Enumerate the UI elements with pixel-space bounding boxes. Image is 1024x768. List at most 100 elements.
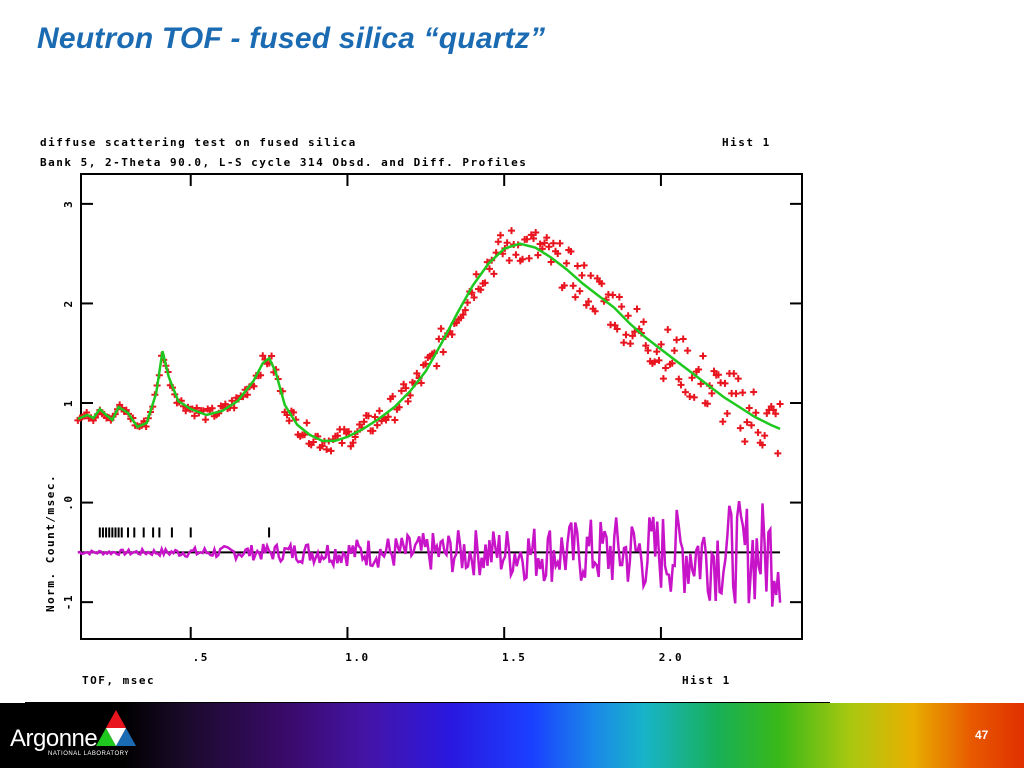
x-tick-label: .5 <box>193 651 209 664</box>
observed-point <box>459 311 467 319</box>
observed-point <box>723 409 731 417</box>
observed-point <box>545 243 553 251</box>
observed-point <box>481 279 489 287</box>
observed-point <box>688 374 696 382</box>
observed-point <box>397 387 405 395</box>
observed-point <box>622 331 630 339</box>
observed-point <box>655 356 663 364</box>
observed-point <box>582 301 590 309</box>
observed-point <box>230 404 238 412</box>
difference-profile-line <box>77 501 782 607</box>
observed-point <box>470 293 478 301</box>
logo-subtitle: NATIONAL LABORATORY <box>48 751 129 757</box>
observed-point <box>463 299 471 307</box>
observed-point <box>710 367 718 375</box>
observed-point <box>338 439 346 447</box>
observed-point <box>208 404 216 412</box>
observed-point <box>309 438 317 446</box>
x-tick-label: 1.0 <box>345 651 369 664</box>
observed-point <box>690 393 698 401</box>
observed-point <box>747 421 755 429</box>
observed-point <box>250 382 258 390</box>
observed-point <box>439 348 447 356</box>
observed-point <box>664 326 672 334</box>
observed-point <box>556 239 564 247</box>
observed-point <box>752 409 760 417</box>
observed-point <box>697 380 705 388</box>
observed-point <box>402 384 410 392</box>
observed-point <box>191 412 199 420</box>
observed-point <box>741 438 749 446</box>
observed-point <box>772 410 780 418</box>
observed-point <box>734 375 742 383</box>
observed-point <box>761 432 769 440</box>
observed-point <box>681 388 689 396</box>
observed-point <box>345 428 353 436</box>
observed-point <box>578 271 586 279</box>
observed-point <box>452 319 460 327</box>
observed-point <box>318 442 326 450</box>
observed-point <box>624 312 632 320</box>
observed-point <box>400 380 408 388</box>
observed-point <box>732 390 740 398</box>
observed-point <box>527 231 535 239</box>
observed-point <box>530 234 538 242</box>
observed-point <box>437 325 445 333</box>
observed-point <box>404 397 412 405</box>
observed-point <box>243 391 251 399</box>
observed-point <box>519 255 527 263</box>
observed-point <box>182 407 190 415</box>
y-axis-label: Norm. Count/msec. <box>44 474 57 612</box>
observed-point <box>360 418 368 426</box>
observed-point <box>534 251 542 259</box>
observed-point <box>668 359 676 367</box>
observed-point <box>549 239 557 247</box>
observed-point <box>758 441 766 449</box>
observed-point <box>503 239 511 247</box>
observed-point <box>541 239 549 247</box>
observed-point <box>347 442 355 450</box>
chart-bottom-right-label: Hist 1 <box>682 674 731 687</box>
page-number: 47 <box>975 728 989 742</box>
observed-point <box>736 424 744 432</box>
observed-point <box>508 227 516 235</box>
observed-point <box>285 417 293 425</box>
footer-gradient-bar <box>0 703 1024 768</box>
observed-point <box>461 306 469 314</box>
y-tick-label: 1 <box>62 399 75 407</box>
chart-header-line1-right: Hist 1 <box>722 136 771 149</box>
observed-point <box>560 281 568 289</box>
observed-point <box>334 432 342 440</box>
y-tick-label: 3 <box>62 200 75 208</box>
observed-point <box>662 364 670 372</box>
y-tick-label: 2 <box>62 299 75 307</box>
argonne-logo-icon <box>96 710 136 746</box>
observed-point <box>290 408 298 416</box>
observed-point <box>349 439 357 447</box>
observed-point <box>769 406 777 414</box>
observed-point <box>554 250 562 258</box>
observed-point <box>523 235 531 243</box>
observed-point <box>598 280 606 288</box>
observed-point <box>536 240 544 248</box>
observed-point <box>303 419 311 427</box>
observed-point <box>490 270 498 278</box>
logo-wordmark: Argonne <box>10 725 98 752</box>
observed-point <box>497 231 505 239</box>
observed-point <box>615 293 623 301</box>
chart-header-line1: diffuse scattering test on fused silica <box>40 136 357 149</box>
observed-point <box>576 287 584 295</box>
observed-point <box>364 412 372 420</box>
observed-point <box>512 251 520 259</box>
observed-point <box>268 352 276 360</box>
observed-point <box>228 397 236 405</box>
observed-point <box>591 307 599 315</box>
observed-point <box>640 318 648 326</box>
observed-point <box>259 352 267 360</box>
observed-point <box>618 303 626 311</box>
observed-point <box>391 416 399 424</box>
observed-point <box>323 445 331 453</box>
observed-point <box>587 272 595 280</box>
observed-point <box>406 391 414 399</box>
observed-point <box>675 375 683 383</box>
